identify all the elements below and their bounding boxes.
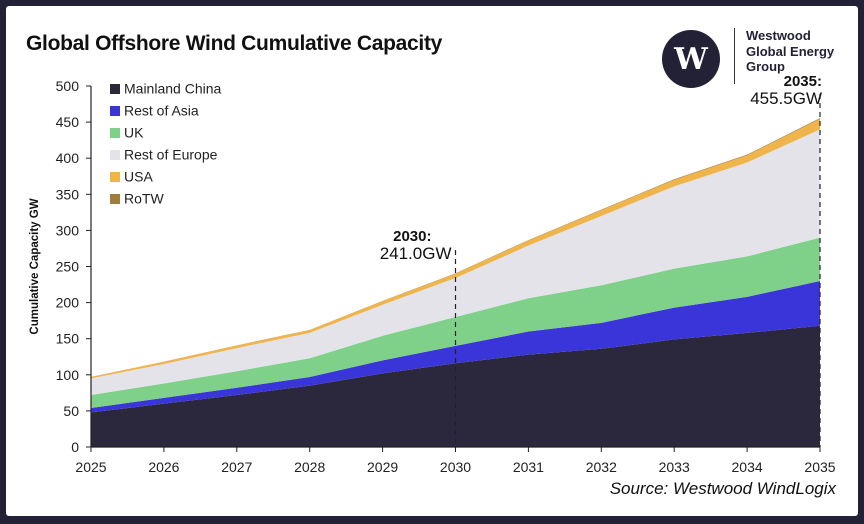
x-tick-label: 2034 [732, 459, 763, 475]
x-tick-label: 2027 [221, 459, 252, 475]
x-tick-label: 2026 [148, 459, 179, 475]
legend-swatch-rest-of-europe [110, 150, 120, 160]
x-tick-label: 2029 [367, 459, 398, 475]
legend-swatch-usa [110, 172, 120, 182]
x-tick-label: 2035 [804, 459, 835, 475]
annotation-value-2030: 241.0GW [380, 244, 452, 263]
y-tick-label: 300 [56, 222, 80, 238]
area-rest-of-europe [91, 129, 820, 396]
y-tick-label: 250 [56, 259, 80, 275]
x-tick-label: 2028 [294, 459, 325, 475]
legend-label-rest-of-asia: Rest of Asia [124, 103, 199, 119]
annotation-year-2030: 2030: [393, 228, 431, 245]
x-tick-label: 2025 [75, 459, 106, 475]
y-tick-label: 200 [56, 295, 80, 311]
y-tick-label: 350 [56, 186, 80, 202]
y-tick-label: 0 [71, 439, 79, 455]
legend-swatch-mainland-china [110, 84, 120, 94]
westwood-logo-icon: W [662, 30, 720, 88]
annotation-year-2035: 2035: [784, 73, 822, 90]
logo-line-2: Global Energy [746, 43, 835, 59]
y-tick-label: 150 [56, 331, 80, 347]
logo-text: Westwood Global Energy Group [746, 28, 856, 75]
area-rest-of-asia [91, 280, 820, 413]
logo-line-3: Group [746, 59, 785, 74]
x-tick-label: 2033 [659, 459, 690, 475]
legend-label-rotw: RoTW [124, 191, 164, 207]
legend-label-mainland-china: Mainland China [124, 81, 221, 97]
source-note: Source: Westwood WindLogix [609, 479, 836, 498]
y-tick-label: 500 [56, 78, 80, 94]
y-tick-label: 450 [56, 114, 80, 130]
logo-divider [734, 28, 735, 84]
y-tick-label: 100 [56, 367, 80, 383]
annotation-value-2035: 455.5GW [750, 89, 822, 108]
legend-swatch-rotw [110, 194, 120, 204]
legend-label-usa: USA [124, 169, 153, 185]
y-axis-label: Cumulative Capacity GW [29, 198, 41, 334]
x-tick-label: 2030 [440, 459, 471, 475]
chart-title: Global Offshore Wind Cumulative Capacity [26, 32, 443, 55]
legend-label-uk: UK [124, 125, 144, 141]
legend-label-rest-of-europe: Rest of Europe [124, 147, 218, 163]
legend-swatch-rest-of-asia [110, 106, 120, 116]
logo-line-1: Westwood [746, 28, 811, 43]
x-tick-label: 2032 [586, 459, 617, 475]
y-tick-label: 50 [63, 403, 79, 419]
x-tick-label: 2031 [513, 459, 544, 475]
legend-swatch-uk [110, 128, 120, 138]
y-tick-label: 400 [56, 150, 80, 166]
